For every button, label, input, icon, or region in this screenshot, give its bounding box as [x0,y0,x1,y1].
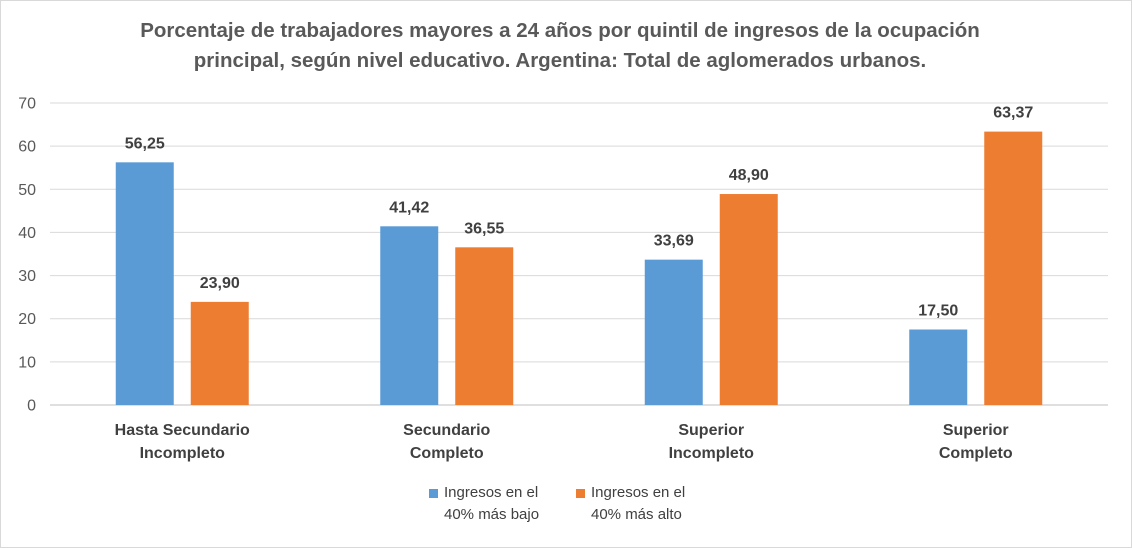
y-tick-label: 60 [18,139,36,156]
y-tick-label: 20 [18,311,36,328]
x-tick-label: Incompleto [140,445,226,462]
bar-series-2 [719,194,778,405]
data-label: 23,90 [200,275,240,292]
legend-swatch-low [429,489,438,498]
x-tick-label: Completo [410,445,484,462]
x-tick-label: Hasta Secundario [115,422,250,439]
bar-series-1 [380,226,439,405]
x-tick-label: Completo [939,445,1013,462]
x-tick-label: Superior [678,422,744,439]
bar-series-1 [644,259,703,405]
y-tick-label: 0 [27,398,36,415]
data-label: 56,25 [125,135,165,152]
data-label: 48,90 [729,167,769,184]
y-tick-label: 30 [18,268,36,285]
chart-title: Porcentaje de trabajadores mayores a 24 … [60,16,1060,76]
data-label: 17,50 [918,303,958,320]
bar-series-1 [115,162,174,405]
chart-legend: Ingresos en el 40% más bajo Ingresos en … [0,482,1132,526]
y-tick-label: 40 [18,225,36,242]
legend-label-high: Ingresos en el 40% más alto [591,484,686,523]
legend-swatch-high [576,489,585,498]
legend-item-low: Ingresos en el 40% más bajo [429,482,556,526]
y-tick-label: 70 [18,96,36,113]
x-tick-label: Superior [943,422,1009,439]
x-tick-label: Secundario [403,422,490,439]
bar-series-1 [909,329,968,405]
chart-title-line-1: Porcentaje de trabajadores mayores a 24 … [140,19,980,42]
data-label: 33,69 [654,233,694,250]
legend-label-low: Ingresos en el 40% más bajo [444,484,540,523]
y-tick-label: 10 [18,354,36,371]
chart-title-line-2: principal, según nivel educativo. Argent… [193,49,927,72]
data-label: 41,42 [389,199,429,216]
data-label: 63,37 [993,105,1033,122]
bar-series-2 [190,301,249,405]
bar-series-2 [455,247,514,405]
data-label: 36,55 [464,220,504,237]
x-tick-label: Incompleto [669,445,755,462]
legend-item-high: Ingresos en el 40% más alto [576,482,703,526]
bar-series-2 [984,131,1043,406]
y-tick-label: 50 [18,182,36,199]
